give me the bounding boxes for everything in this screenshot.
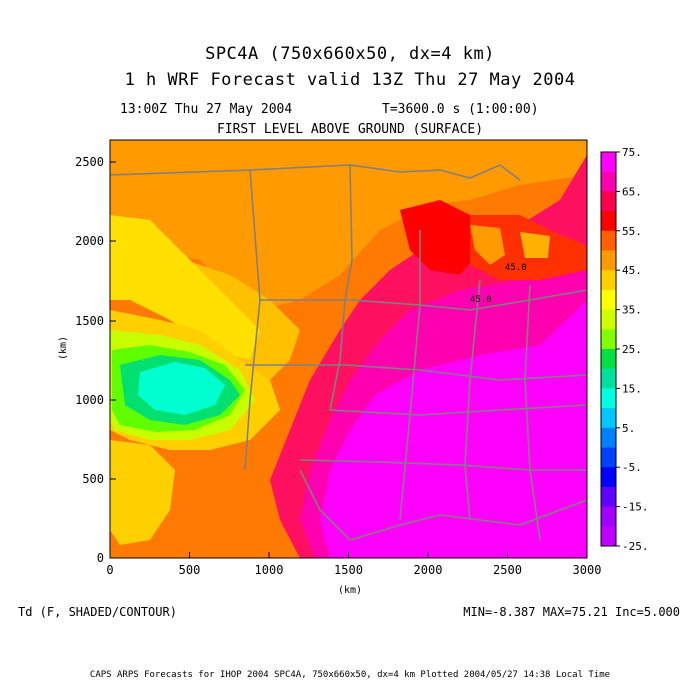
colorbar-swatch	[601, 447, 616, 468]
colorbar-swatch	[601, 329, 616, 350]
min-max-stats: MIN=-8.387 MAX=75.21 Inc=5.000	[463, 605, 680, 619]
y-axis-title: (km)	[58, 336, 69, 360]
colorbar-label: 5.	[622, 422, 635, 435]
colorbar: 75. 65. 55. 45. 35. 25. 15. 5. -5. -15. -25.	[600, 146, 649, 553]
valid-time: 13:00Z Thu 27 May 2004	[120, 102, 293, 117]
colorbar-swatch	[601, 368, 616, 389]
colorbar-swatch	[601, 309, 616, 330]
x-tick-label: 2000	[414, 563, 443, 577]
colorbar-label: 75.	[622, 146, 642, 159]
colorbar-swatch	[601, 349, 616, 370]
credit-line: CAPS ARPS Forecasts for IHOP 2004 SPC4A,…	[89, 670, 611, 680]
x-axis: 0 500 1000 1500 2000 2500 3000 (km)	[106, 552, 601, 596]
colorbar-swatch	[601, 467, 616, 488]
y-axis: 0 500 1000 1500 2000 2500 (km)	[58, 155, 116, 565]
x-tick-label: 500	[179, 563, 201, 577]
colorbar-swatch	[601, 250, 616, 271]
colorbar-label: 35.	[622, 304, 642, 317]
colorbar-label: -15.	[622, 501, 649, 514]
colorbar-swatch	[601, 230, 616, 251]
contour-label: 45.0	[470, 295, 492, 305]
colorbar-swatch	[601, 427, 616, 448]
colorbar-swatch	[601, 506, 616, 527]
x-tick-label: 1000	[255, 563, 284, 577]
colorbar-swatch	[601, 211, 616, 232]
model-time: T=3600.0 s (1:00:00)	[382, 102, 539, 117]
state-boundaries	[110, 164, 587, 541]
y-tick-label: 500	[82, 472, 104, 486]
y-tick-label: 2500	[75, 155, 104, 169]
colorbar-swatch	[601, 152, 616, 173]
x-tick-label: 2500	[493, 563, 522, 577]
shaded-field	[110, 140, 587, 558]
colorbar-swatch	[601, 388, 616, 409]
colorbar-swatch	[601, 486, 616, 508]
y-tick-label: 0	[97, 551, 104, 565]
y-tick-label: 1500	[75, 314, 104, 328]
x-tick-label: 0	[106, 563, 113, 577]
colorbar-label: -5.	[622, 461, 642, 474]
colorbar-label: -25.	[622, 540, 649, 553]
field-label: Td (F, SHADED/CONTOUR)	[18, 605, 177, 619]
colorbar-swatch	[601, 408, 616, 429]
colorbar-label: 45.	[622, 264, 642, 277]
colorbar-swatch	[601, 289, 616, 311]
colorbar-swatch	[601, 171, 616, 192]
colorbar-swatch	[601, 526, 616, 547]
forecast-title: 1 h WRF Forecast valid 13Z Thu 27 May 20…	[124, 70, 576, 90]
colorbar-label: 55.	[622, 225, 642, 238]
x-tick-label: 3000	[573, 563, 602, 577]
colorbar-label: 65.	[622, 185, 642, 198]
y-tick-label: 1000	[75, 393, 104, 407]
colorbar-swatch	[601, 270, 616, 291]
colorbar-swatch	[601, 191, 616, 212]
x-tick-label: 1500	[334, 563, 363, 577]
level-label: FIRST LEVEL ABOVE GROUND (SURFACE)	[216, 122, 484, 137]
x-axis-title: (km)	[338, 585, 362, 596]
colorbar-label: 25.	[622, 343, 642, 356]
colorbar-label: 15.	[622, 382, 642, 395]
contour-label: 45.0	[505, 263, 527, 273]
run-title: SPC4A (750x660x50, dx=4 km)	[205, 44, 495, 64]
y-tick-label: 2000	[75, 234, 104, 248]
